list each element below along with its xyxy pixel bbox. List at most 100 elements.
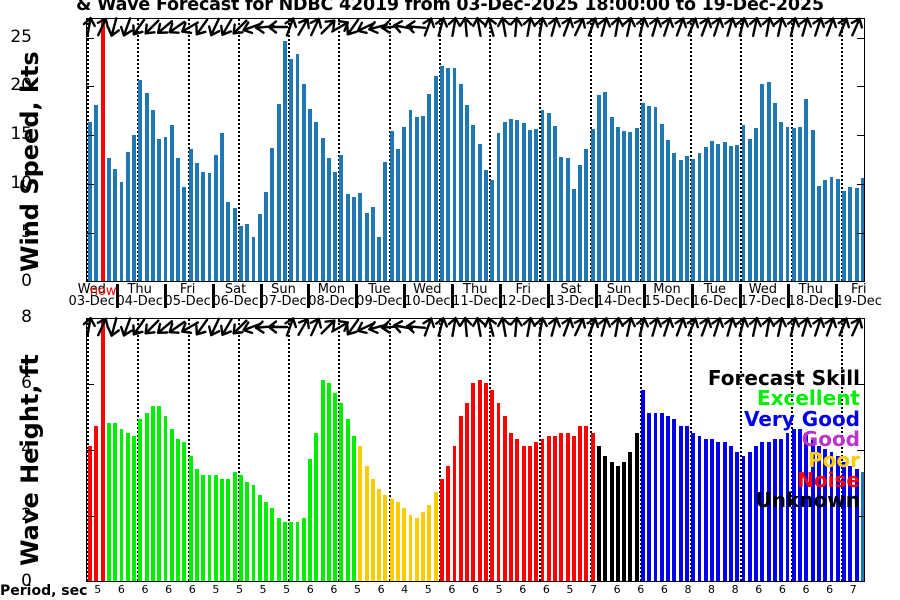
bar[interactable] [483,383,488,581]
bar[interactable] [232,207,237,281]
bar[interactable] [641,103,645,281]
bar[interactable] [722,142,727,281]
legend-item-unknown[interactable]: Unknown [755,488,860,513]
bar[interactable] [666,140,671,281]
bar[interactable] [798,126,802,281]
bar[interactable] [94,425,99,581]
bar[interactable] [157,139,162,281]
bar[interactable] [829,177,834,281]
bar[interactable] [766,81,771,281]
bar[interactable] [691,432,696,581]
bar[interactable] [421,511,426,581]
bar[interactable] [458,84,463,281]
bar[interactable] [333,392,338,581]
bar[interactable] [515,439,520,581]
bar[interactable] [653,412,658,581]
bar[interactable] [402,508,407,581]
bar[interactable] [176,439,181,581]
bar[interactable] [157,406,162,581]
bar[interactable] [377,237,382,281]
bar[interactable] [477,144,482,281]
bar[interactable] [571,435,576,581]
bar[interactable] [747,452,752,581]
bar[interactable] [308,458,312,581]
bar[interactable] [207,475,212,581]
bar[interactable] [716,144,721,281]
bar[interactable] [804,432,809,581]
bar[interactable] [810,130,815,281]
legend-item-very-good[interactable]: Very Good [743,406,860,431]
bar[interactable] [622,131,627,281]
bar[interactable] [352,196,356,281]
bar[interactable] [527,130,532,281]
bar[interactable] [735,145,740,281]
bar[interactable] [245,224,250,281]
bar[interactable] [396,149,400,281]
bar[interactable] [339,154,344,281]
bar[interactable] [672,419,677,581]
bar[interactable] [716,442,721,581]
bar[interactable] [854,468,859,581]
bar[interactable] [509,118,513,281]
bar[interactable] [779,439,784,581]
bar[interactable] [320,138,325,281]
bar[interactable] [741,455,746,581]
bar[interactable] [791,429,796,581]
bar[interactable] [502,121,507,281]
bar[interactable] [540,109,545,281]
bar[interactable] [685,155,689,281]
bar[interactable] [326,157,331,281]
bar[interactable] [220,133,224,281]
bar[interactable] [860,472,864,581]
bar[interactable] [571,189,576,281]
bar[interactable] [603,455,608,581]
bar[interactable] [358,193,363,281]
bar[interactable] [835,455,840,581]
bar[interactable] [804,99,809,281]
bar[interactable] [88,445,93,581]
bar[interactable] [408,109,413,281]
bar[interactable] [308,108,312,281]
bar[interactable] [345,193,350,281]
bar[interactable] [176,157,181,281]
bar[interactable] [710,141,715,281]
bar[interactable] [779,121,784,281]
bar[interactable] [452,67,457,281]
bar[interactable] [151,406,155,581]
bar[interactable] [433,491,438,581]
bar[interactable] [728,445,733,581]
bar[interactable] [421,115,426,281]
bar[interactable] [144,93,149,281]
bar[interactable] [282,521,287,581]
bar[interactable] [370,478,375,581]
bar[interactable] [483,169,488,281]
bar[interactable] [471,383,476,581]
bar[interactable] [358,445,363,581]
bar[interactable] [414,518,419,581]
bar[interactable] [138,419,143,581]
bar[interactable] [816,445,821,581]
bar[interactable] [553,125,557,281]
bar[interactable] [747,139,752,281]
bar[interactable] [515,119,520,281]
bar[interactable] [326,383,331,581]
bar[interactable] [785,126,790,281]
bar[interactable] [232,472,237,581]
bar[interactable] [427,505,432,581]
bar[interactable] [194,468,199,581]
bar[interactable] [578,164,583,281]
bar[interactable] [251,237,256,281]
bar[interactable] [659,123,664,281]
bar[interactable] [125,432,130,581]
bar[interactable] [578,425,583,581]
bar[interactable] [666,416,671,581]
bar[interactable] [270,148,275,281]
bar[interactable] [201,171,206,281]
bar[interactable] [628,132,633,281]
bar[interactable] [182,442,187,581]
bar[interactable] [584,149,589,281]
bar[interactable] [647,105,652,281]
bar[interactable] [848,187,853,281]
bar[interactable] [213,154,218,281]
bar[interactable] [754,127,758,281]
